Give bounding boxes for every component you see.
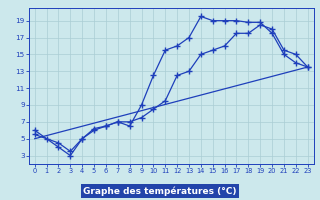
Text: Graphe des températures (°C): Graphe des températures (°C) <box>83 186 237 196</box>
